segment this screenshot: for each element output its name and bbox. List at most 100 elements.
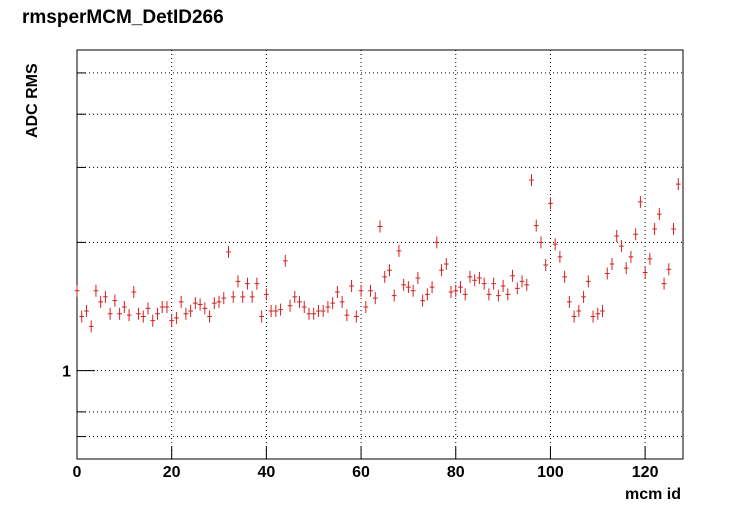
- x-tick-label: 40: [257, 464, 275, 481]
- data-point: [434, 236, 440, 249]
- data-point: [235, 275, 241, 288]
- data-point: [524, 278, 530, 291]
- data-point: [297, 295, 302, 308]
- data-point: [278, 303, 283, 316]
- y-tick-label: 1: [62, 364, 71, 381]
- data-point: [472, 274, 478, 287]
- data-point: [652, 223, 657, 236]
- data-point: [609, 257, 615, 270]
- data-point: [121, 301, 127, 314]
- data-point: [396, 244, 402, 257]
- data-point: [671, 223, 676, 236]
- x-tick-label: 0: [73, 464, 82, 481]
- data-point: [268, 305, 274, 318]
- data-point: [505, 288, 511, 301]
- x-tick-label: 120: [632, 464, 659, 481]
- data-point: [656, 208, 662, 221]
- data-point: [335, 285, 340, 298]
- data-point: [259, 310, 265, 323]
- data-point: [192, 297, 198, 310]
- data-point: [519, 275, 525, 288]
- data-point: [424, 288, 430, 301]
- data-point: [320, 305, 326, 318]
- data-point: [240, 290, 246, 303]
- data-point: [226, 245, 231, 258]
- data-point: [264, 288, 269, 301]
- data-point: [642, 266, 648, 279]
- data-point: [197, 298, 203, 311]
- data-point: [571, 310, 577, 323]
- data-point: [514, 282, 520, 295]
- data-point: [344, 309, 350, 322]
- data-point: [377, 220, 383, 233]
- data-point: [595, 307, 601, 320]
- data-point: [443, 257, 449, 270]
- y-axis-label: ADC RMS: [24, 63, 41, 138]
- data-point: [481, 277, 487, 290]
- data-point: [287, 299, 293, 312]
- x-axis-label: mcm id: [625, 486, 681, 503]
- data-point: [245, 277, 250, 290]
- data-point: [410, 284, 416, 297]
- chart-title: rmsperMCM_DetID266: [22, 7, 224, 28]
- data-point: [178, 295, 184, 308]
- data-point: [150, 314, 156, 327]
- data-point: [103, 290, 108, 303]
- data-point: [325, 301, 331, 314]
- data-point: [84, 305, 89, 318]
- data-point: [562, 270, 568, 283]
- data-point: [107, 307, 113, 320]
- data-point: [112, 294, 118, 307]
- data-point: [145, 302, 151, 315]
- data-point: [590, 310, 596, 323]
- x-tick-label: 60: [352, 464, 370, 481]
- data-point: [628, 250, 634, 263]
- data-point: [140, 310, 146, 323]
- data-point: [136, 307, 141, 320]
- data-point: [98, 295, 104, 308]
- data-point: [292, 290, 298, 303]
- data-point: [477, 271, 482, 284]
- data-point: [567, 295, 572, 308]
- data-point: [614, 230, 620, 243]
- data-point: [604, 267, 610, 280]
- data-point: [401, 278, 407, 291]
- data-point: [666, 263, 672, 276]
- x-tick-label: 80: [447, 464, 465, 481]
- data-point: [188, 305, 193, 318]
- data-point: [585, 275, 591, 288]
- data-point: [349, 279, 354, 292]
- data-point: [79, 310, 85, 323]
- data-point: [74, 284, 80, 297]
- data-point: [382, 270, 388, 283]
- data-point: [88, 320, 94, 333]
- data-point: [254, 277, 260, 290]
- data-point: [282, 254, 288, 267]
- data-point: [600, 305, 605, 318]
- data-point: [183, 307, 189, 320]
- plot-frame: [76, 49, 684, 460]
- data-point: [543, 258, 549, 271]
- data-point: [330, 297, 336, 310]
- x-tick-label: 20: [163, 464, 181, 481]
- data-point: [647, 252, 653, 265]
- data-point: [358, 284, 364, 297]
- data-point: [491, 277, 496, 290]
- data-point: [249, 290, 255, 303]
- data-point: [453, 284, 459, 297]
- data-point: [533, 219, 539, 232]
- data-point: [467, 270, 473, 283]
- data-point: [458, 281, 463, 294]
- data-point: [207, 310, 212, 323]
- data-point: [581, 290, 586, 303]
- data-point: [661, 277, 667, 290]
- data-point: [164, 301, 170, 314]
- data-point: [448, 285, 454, 298]
- data-point: [117, 307, 122, 320]
- data-point: [420, 294, 425, 307]
- data-point: [619, 240, 624, 253]
- data-point: [429, 281, 435, 294]
- data-point: [273, 305, 279, 318]
- data-point: [131, 285, 137, 298]
